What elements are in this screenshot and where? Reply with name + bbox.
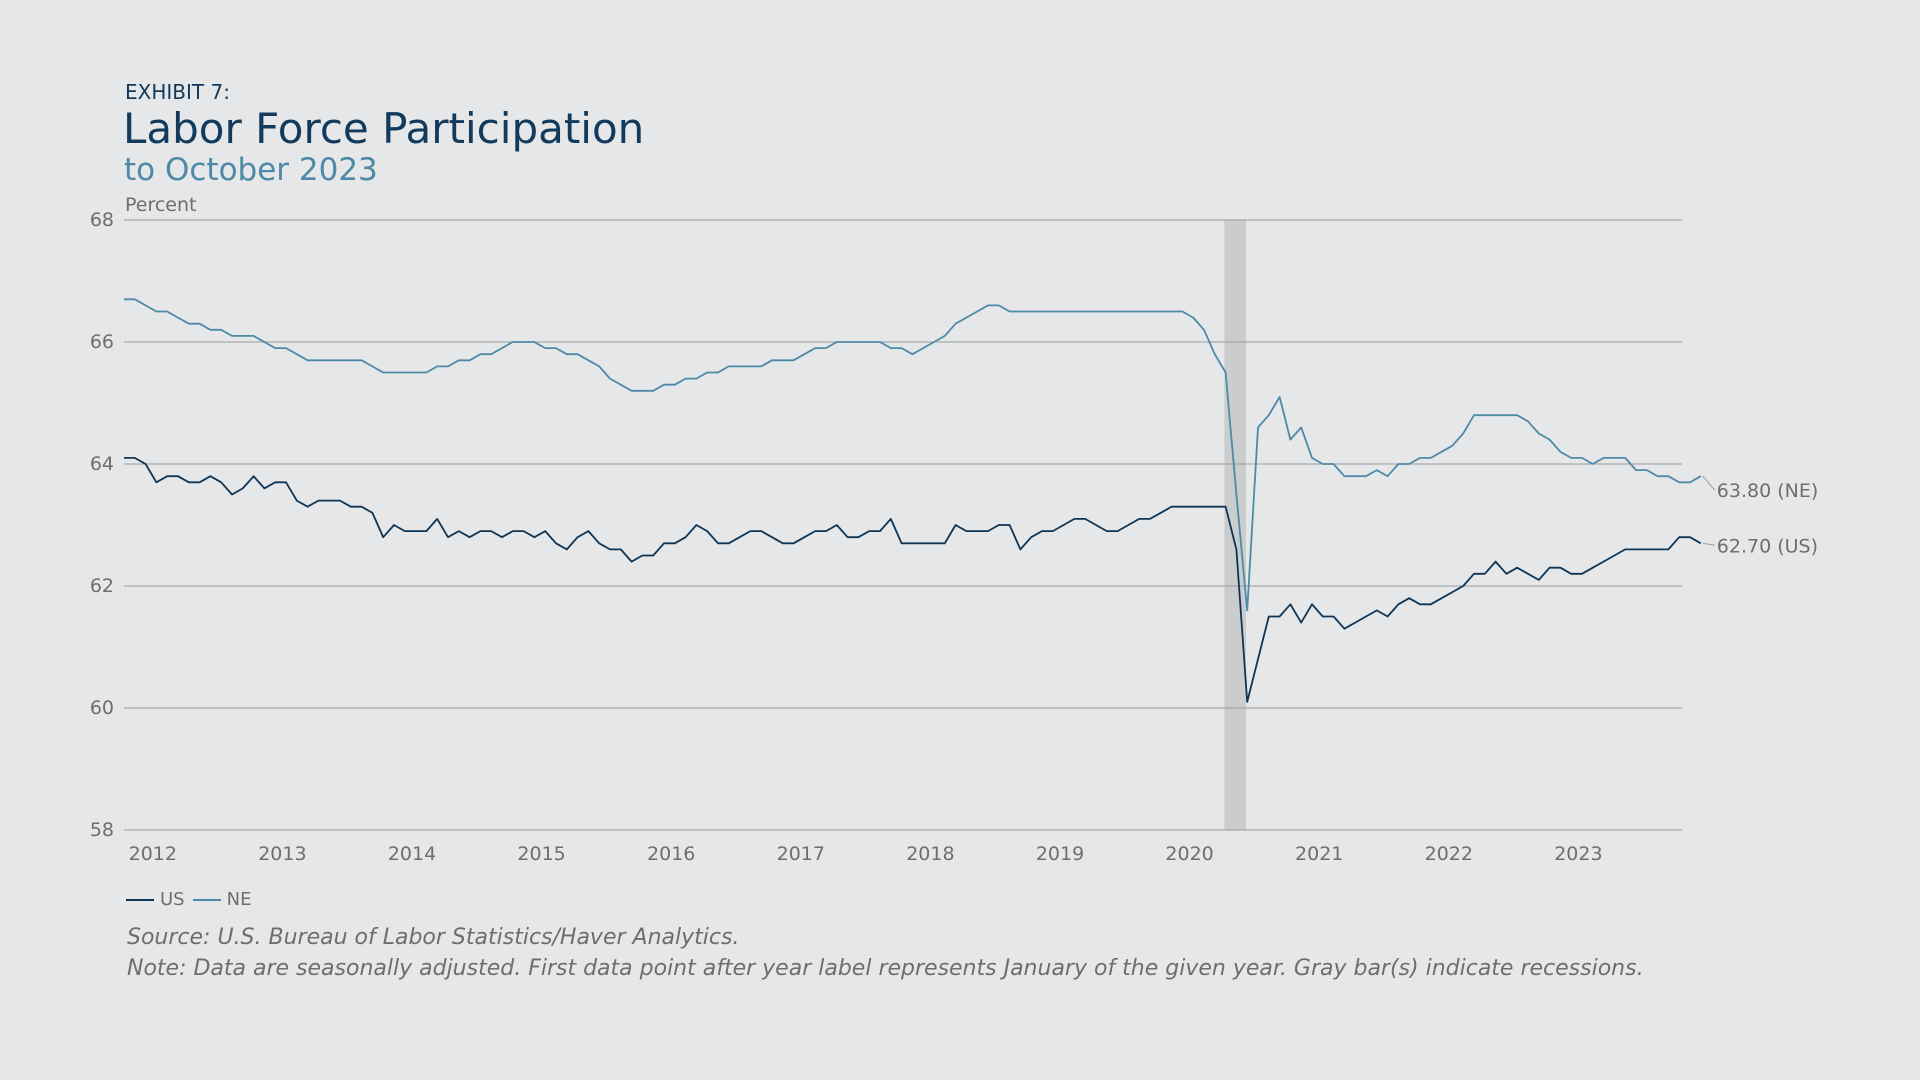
x-tick-label: 2013 [258,843,306,865]
legend-label-ne: NE [226,889,252,910]
note-text: Note: Data are seasonally adjusted. Firs… [127,956,1644,981]
legend-item-ne: NE [192,889,252,910]
source-notes: Source: U.S. Bureau of Labor Statistics/… [127,922,1644,984]
chart-subtitle: to October 2023 [124,152,378,188]
y-tick-label: 62 [90,575,114,597]
end-value-label: 62.70 (US) [1717,535,1818,557]
legend-item-us: US [126,889,185,910]
y-tick-label: 58 [90,819,114,841]
source-text: Source: U.S. Bureau of Labor Statistics/… [127,925,740,950]
legend-swatch-ne [192,898,221,901]
x-tick-label: 2019 [1036,843,1084,865]
x-tick-label: 2023 [1554,843,1602,865]
x-tick-label: 2022 [1425,843,1473,865]
end-label-leader [1702,542,1715,546]
x-tick-label: 2015 [517,843,565,865]
x-tick-label: 2017 [777,843,825,865]
end-value-label: 63.80 (NE) [1717,480,1818,502]
x-tick-label: 2016 [647,843,695,865]
series-line-ne [124,298,1702,612]
y-tick-label: 68 [90,209,114,231]
x-tick-label: 2012 [129,843,177,865]
exhibit-label: EXHIBIT 7: [125,80,230,104]
legend: US NE [126,889,259,910]
series-line-us [124,457,1702,703]
x-tick-label: 2014 [388,843,436,865]
y-tick-label: 64 [90,453,114,475]
y-axis-unit-label: Percent [125,194,197,216]
recession-bar [1224,220,1246,830]
x-tick-label: 2021 [1295,843,1343,865]
y-tick-label: 60 [90,697,114,719]
x-tick-label: 2018 [906,843,954,865]
legend-label-us: US [160,889,185,910]
legend-swatch-us [126,898,154,901]
chart-title: Labor Force Participation [123,104,645,153]
y-tick-label: 66 [90,331,114,353]
end-label-leader [1702,475,1716,491]
x-tick-label: 2020 [1165,843,1213,865]
